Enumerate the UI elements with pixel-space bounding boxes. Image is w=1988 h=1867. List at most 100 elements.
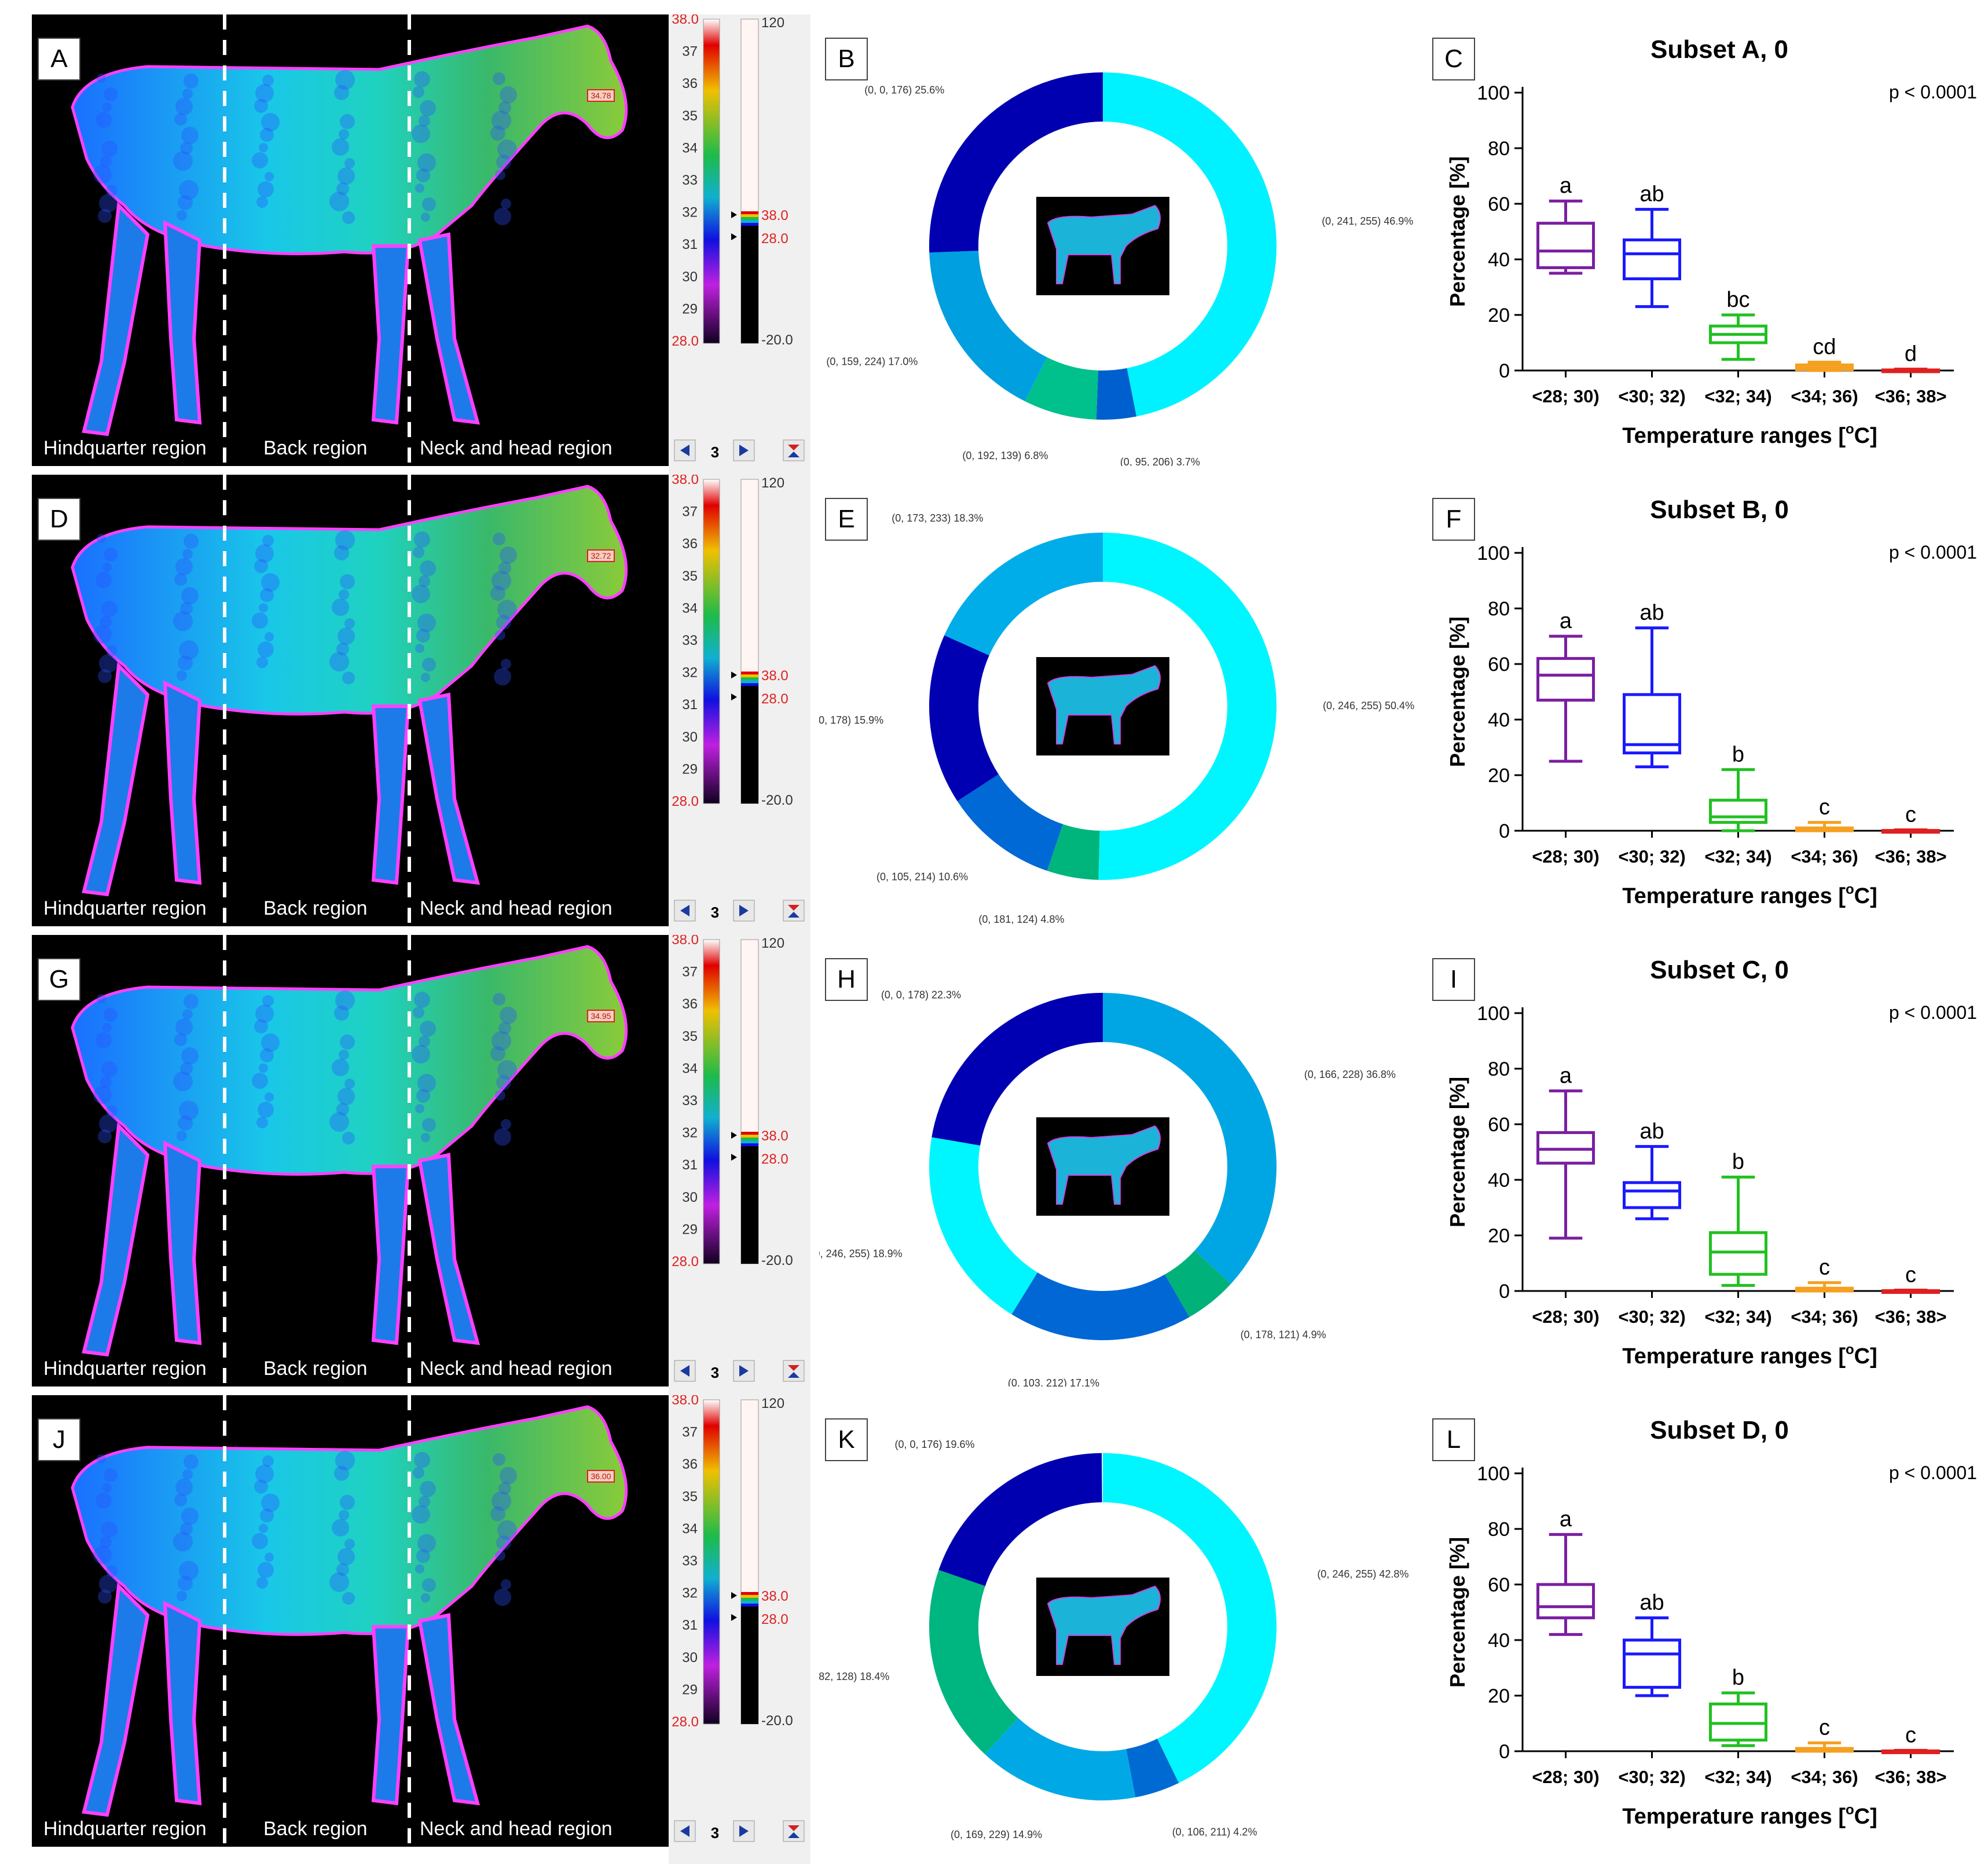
donut-svg: (0, 246, 255) 42.8% (0, 106, 211) 4.2% (0,…: [798, 1439, 1409, 1840]
panel-label: E: [825, 498, 868, 541]
color-scale-svg: 38.0 37 36 35 34 33 32 31 30 29 28.0 120 -20.0 38.0 28…: [672, 1392, 805, 1842]
scale-tick: 38.0: [672, 935, 699, 948]
marker-low: 28.0: [761, 1612, 788, 1627]
scale-tick: 35: [682, 1489, 698, 1505]
color-scale-svg: 38.0 37 36 35 34 33 32 31 30 29 28.0 120 -20.0 38.0 28…: [672, 932, 805, 1382]
scale-tick: 33: [682, 1553, 698, 1569]
scale-nav[interactable]: 3: [674, 900, 805, 922]
box: [1881, 828, 1940, 834]
region-label: Neck and head region: [420, 1818, 612, 1840]
scale-nav[interactable]: 3: [674, 439, 805, 461]
center-thumbnail: [1036, 1117, 1169, 1216]
x-tick-label: <36; 38>: [1875, 1767, 1946, 1787]
color-scale: 38.0 37 36 35 34 33 32 31 30 29 28.0 120 -20.0 38.0 28…: [669, 932, 810, 1404]
significance-letter: ab: [1639, 182, 1664, 207]
x-tick-label: <34; 36): [1791, 846, 1858, 867]
svg-text:34.95: 34.95: [590, 1011, 611, 1021]
temperature-tag: 32.72: [587, 549, 615, 562]
region-label: Back region: [263, 437, 368, 459]
scale-tick: 33: [682, 633, 698, 648]
color-scale: 38.0 37 36 35 34 33 32 31 30 29 28.0 120 -20.0 38.0 28…: [669, 472, 810, 944]
y-tick-label: 20: [1488, 305, 1510, 327]
horse-silhouette: [71, 485, 628, 897]
thermal-svg: 34.78 Hindquarter region Back region Neck a…: [43, 14, 628, 466]
scale-tick: 28.0: [672, 1254, 699, 1270]
y-tick-label: 100: [1477, 82, 1510, 104]
svg-text:36.00: 36.00: [590, 1472, 611, 1481]
color-gradient-bar: [703, 1399, 720, 1725]
region-label: Back region: [263, 897, 368, 919]
scale-tick: 38.0: [672, 475, 699, 487]
y-tick-label: 60: [1488, 1114, 1510, 1136]
box: [1881, 368, 1940, 373]
y-tick-label: 40: [1488, 1630, 1510, 1652]
donut-slice-label: (0, 173, 233) 18.3%: [892, 512, 983, 524]
significance-letter: a: [1560, 174, 1572, 198]
significance-letter: b: [1732, 1150, 1744, 1174]
donut-slice-label: (0, 181, 124) 4.8%: [978, 914, 1064, 925]
scale-nav[interactable]: 3: [674, 1820, 805, 1842]
donut-slice-label: (0, 0, 176) 19.6%: [894, 1439, 974, 1450]
marker-low: 28.0: [761, 691, 788, 707]
scale-tick: 34: [682, 140, 698, 156]
box: [1536, 1533, 1595, 1636]
scale-tick: 28.0: [672, 333, 699, 349]
x-tick-label: <34; 36): [1791, 386, 1858, 406]
chart-title: Subset B, 0: [1650, 496, 1789, 524]
donut-slice: [929, 1569, 1018, 1754]
x-tick-label: <28; 30): [1532, 386, 1599, 406]
center-thumbnail: [1036, 657, 1169, 755]
donut-slice-label: (0, 159, 224) 17.0%: [826, 356, 918, 368]
donut-slice: [1025, 357, 1098, 420]
donut-slice-label: (0, 0, 176) 25.6%: [864, 84, 944, 96]
marker-high: 38.0: [761, 208, 788, 223]
range-max: 120: [761, 475, 784, 491]
scale-tick: 37: [682, 964, 698, 980]
box: [1881, 1749, 1940, 1755]
donut-slice-label: (0, 241, 255) 46.9%: [1322, 215, 1413, 227]
color-scale-svg: 38.0 37 36 35 34 33 32 31 30 29 28.0 120 -20.0 38.0 28…: [672, 12, 805, 461]
x-tick-label: <28; 30): [1532, 1307, 1599, 1327]
marker-low: 28.0: [761, 231, 788, 247]
scale-tick: 33: [682, 1093, 698, 1109]
significance-letter: ab: [1639, 601, 1664, 625]
box-plot-svg: Subset C, 0 p < 0.0001 0 20 40 60 80 100 Percent…: [1446, 956, 1977, 1369]
panel-label: G: [38, 958, 80, 1001]
horse-silhouette: [71, 945, 628, 1357]
y-tick-label: 0: [1499, 1281, 1510, 1303]
scale-tick: 35: [682, 108, 698, 124]
chart-title: Subset C, 0: [1650, 956, 1789, 984]
scale-nav[interactable]: 3: [674, 1360, 805, 1382]
y-tick-label: 80: [1488, 1058, 1510, 1080]
thermal-svg: 32.72 Hindquarter region Back region Neck a…: [43, 475, 628, 926]
y-tick-label: 20: [1488, 1685, 1510, 1707]
scale-tick: 30: [682, 1650, 698, 1666]
donut-slice: [1047, 824, 1100, 880]
region-label: Neck and head region: [420, 437, 612, 459]
box: [1709, 1175, 1767, 1287]
box: [1795, 361, 1854, 372]
significance-letter: c: [1905, 1263, 1916, 1288]
box: [1623, 626, 1681, 769]
donut-slice: [1098, 533, 1277, 880]
box: [1623, 208, 1681, 309]
donut-slice-label: (0, 95, 206) 3.7%: [1120, 456, 1200, 466]
y-tick-label: 40: [1488, 709, 1510, 731]
scale-tick: 30: [682, 269, 698, 285]
color-scale-svg: 38.0 37 36 35 34 33 32 31 30 29 28.0 120 -20.0 38.0 28…: [672, 472, 805, 922]
donut-chart: (0, 166, 228) 36.8% (0, 178, 121) 4.9% (0,…: [811, 935, 1421, 1389]
significance-letter: a: [1560, 1063, 1572, 1088]
donut-slice: [957, 774, 1063, 871]
significance-letter: c: [1819, 1256, 1830, 1280]
y-tick-label: 80: [1488, 598, 1510, 620]
box: [1709, 1691, 1767, 1747]
temperature-tag: 34.95: [587, 1010, 615, 1022]
donut-slice-label: (0, 192, 139) 6.8%: [962, 450, 1048, 461]
y-tick-label: 20: [1488, 1225, 1510, 1247]
scale-tick: 34: [682, 600, 698, 616]
y-tick-label: 40: [1488, 1169, 1510, 1191]
donut-slice: [929, 72, 1103, 253]
panel-label: C: [1432, 38, 1475, 80]
donut-slice-label: (0, 178, 121) 4.9%: [1241, 1329, 1326, 1341]
scale-tick: 29: [682, 1222, 698, 1237]
